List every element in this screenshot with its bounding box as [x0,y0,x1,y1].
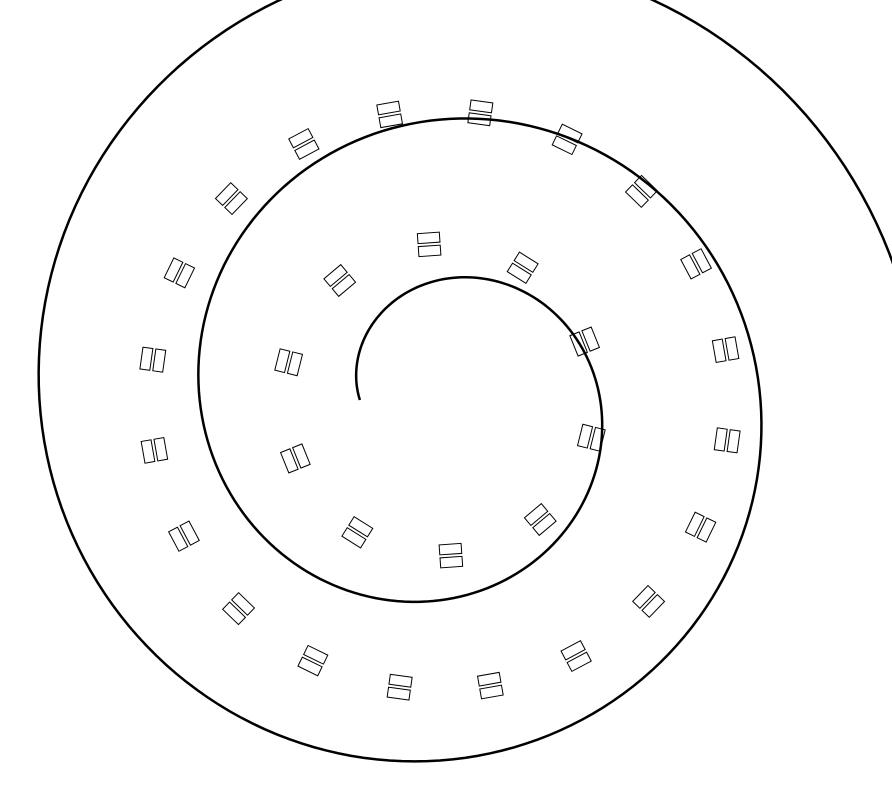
marker-pair [281,444,311,473]
marker-pair [552,124,582,154]
marker-pair [164,258,194,288]
marker-pair [524,504,556,536]
marker-pair [685,512,715,542]
marker-pair [633,586,665,618]
marker-pair [387,674,412,700]
marker-pair [324,265,356,297]
marker-pair [223,593,255,625]
marker-pair [342,517,373,548]
marker-pair [215,183,247,215]
spiral-diagram [0,0,892,812]
marker-pair [712,337,738,363]
marker-pair [714,428,740,453]
marker-pair [141,438,167,464]
marker-pair [478,672,504,698]
marker-pair [561,641,591,672]
marker-pair [169,521,200,551]
marker-pair [681,249,712,279]
marker-pair [417,232,441,256]
marker-pair [289,129,319,160]
marker-pair [507,252,538,283]
marker-pair [377,101,403,127]
spiral-path [39,0,892,761]
marker-pair [140,347,166,372]
marker-pair [468,100,493,126]
marker-pair [298,645,328,675]
marker-pair [275,349,303,376]
marker-pair [439,543,463,567]
